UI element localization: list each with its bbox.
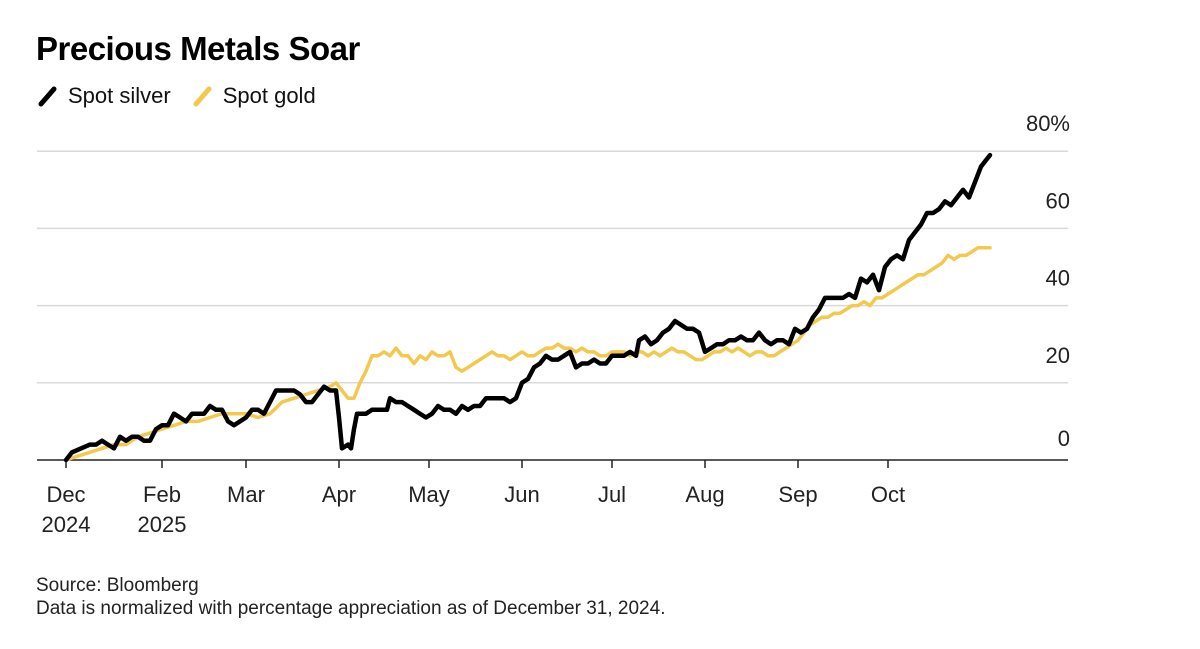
y-tick-label: 60 — [1046, 188, 1070, 213]
legend-swatch-gold — [193, 86, 212, 107]
x-tick-label: Oct — [871, 482, 905, 507]
legend-swatch-silver — [38, 86, 57, 107]
x-tick-label: Dec — [46, 482, 85, 507]
series-line-spot-silver — [63, 152, 993, 463]
x-tick-label: Jul — [598, 482, 626, 507]
y-tick-label: 20 — [1046, 343, 1070, 368]
x-tick-label: Jun — [504, 482, 539, 507]
y-tick-label: 0 — [1058, 426, 1070, 451]
x-tick-label: Aug — [685, 482, 724, 507]
x-tick-label: Sep — [778, 482, 817, 507]
chart-legend: Spot silver Spot gold — [36, 83, 336, 109]
legend-item-silver: Spot silver — [36, 83, 171, 109]
series-lines — [63, 152, 993, 463]
x-tick-labels: Dec 2024 Feb 2025 Mar Apr May Jun Jul Aug Sep Oct — [42, 482, 906, 537]
y-tick-label: 40 — [1046, 266, 1070, 291]
source-note: Source: Bloomberg — [36, 575, 199, 596]
normalization-note: Data is normalized with percentage appre… — [36, 598, 666, 619]
legend-item-gold: Spot gold — [191, 83, 316, 109]
y-tick-labels: 0 20 40 60 80% — [1026, 111, 1070, 451]
x-tick-label: May — [408, 482, 450, 507]
x-tick-label: Apr — [322, 482, 356, 507]
x-tick-year-label: 2024 — [42, 512, 91, 537]
x-tick-label: Mar — [227, 482, 265, 507]
legend-label-silver: Spot silver — [68, 83, 171, 108]
x-axis — [37, 459, 1068, 468]
chart-footer: Source: Bloomberg Data is normalized wit… — [36, 574, 665, 620]
x-tick-year-label: 2025 — [138, 512, 187, 537]
series-line-spot-gold — [64, 245, 992, 462]
x-tick-label: Feb — [143, 482, 181, 507]
y-tick-label: 80% — [1026, 111, 1070, 136]
gridlines — [37, 150, 1068, 384]
chart-title: Precious Metals Soar — [36, 30, 360, 67]
legend-label-gold: Spot gold — [222, 83, 316, 108]
line-chart: 0 20 40 60 80% Dec 2024 Feb 2025 Mar Apr May Jun Jul… — [37, 111, 1070, 537]
